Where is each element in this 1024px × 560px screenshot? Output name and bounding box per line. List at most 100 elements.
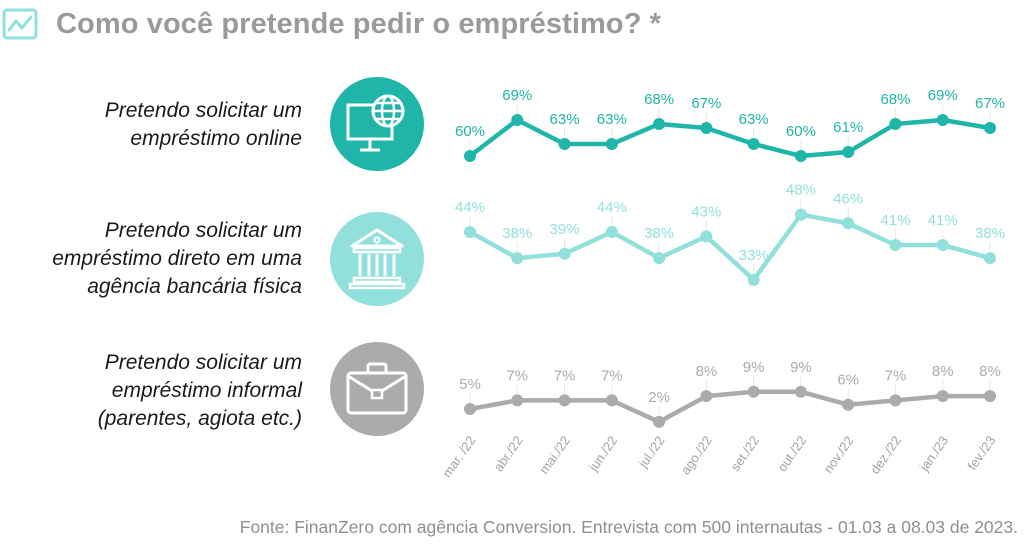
- data-label-informal: 2%: [648, 389, 670, 406]
- data-label-online: 61%: [833, 119, 863, 136]
- briefcase-icon: [346, 362, 408, 415]
- series-line-online: [468, 117, 991, 159]
- x-tick-label: mai./22: [536, 433, 573, 477]
- data-label-informal: 5%: [459, 376, 481, 393]
- data-label-agencia: 38%: [502, 225, 532, 242]
- data-label-informal: 6%: [837, 372, 859, 389]
- data-label-agencia: 48%: [786, 182, 816, 199]
- x-tick-label: jun./22: [585, 433, 620, 474]
- data-label-online: 63%: [739, 111, 769, 128]
- series-label-online: Pretendo solicitar um empréstimo online: [105, 97, 302, 153]
- data-label-agencia: 46%: [833, 190, 863, 207]
- data-label-agencia: 44%: [455, 199, 485, 216]
- data-point-informal: [511, 394, 524, 407]
- x-tick-label: jul./22: [635, 433, 668, 471]
- data-point-informal: [936, 390, 949, 403]
- data-point-informal: [794, 385, 807, 398]
- data-point-online: [653, 118, 666, 130]
- data-label-informal: 9%: [790, 359, 812, 376]
- data-point-agencia: [936, 239, 949, 252]
- data-label-online: 60%: [455, 123, 485, 140]
- data-point-online: [511, 114, 524, 126]
- data-point-informal: [653, 415, 666, 428]
- series-line-agencia: [468, 212, 991, 283]
- data-point-agencia: [889, 239, 902, 252]
- data-point-informal: [889, 394, 902, 407]
- data-point-agencia: [653, 252, 666, 265]
- data-label-online: 63%: [550, 111, 580, 128]
- data-point-online: [464, 150, 476, 162]
- label-line: empréstimo direto em uma: [52, 247, 302, 270]
- data-label-agencia: 38%: [644, 225, 674, 242]
- data-point-agencia: [558, 247, 571, 260]
- data-point-online: [889, 118, 902, 130]
- data-point-agencia: [464, 226, 476, 238]
- data-point-online: [747, 138, 760, 150]
- data-point-online: [794, 150, 807, 162]
- data-point-informal: [842, 398, 855, 411]
- label-line: agência bancária física: [87, 275, 302, 298]
- data-point-informal: [700, 390, 713, 403]
- data-point-informal: [558, 394, 571, 407]
- data-label-informal: 9%: [743, 359, 765, 376]
- label-line: Pretendo solicitar um: [104, 351, 302, 374]
- computer-globe-icon: [346, 94, 405, 152]
- x-tick-label: out./22: [774, 433, 809, 474]
- data-label-online: 68%: [880, 91, 910, 108]
- data-label-agencia: 33%: [739, 247, 769, 264]
- data-label-online: 67%: [975, 95, 1005, 112]
- data-label-agencia: 41%: [928, 212, 958, 229]
- x-tick-label: dez./22: [867, 433, 904, 477]
- x-tick-label: set./22: [727, 433, 762, 474]
- data-point-informal: [605, 394, 618, 407]
- series-label-informal: Pretendo solicitar um empréstimo informa…: [98, 349, 302, 433]
- series-line-informal: [469, 389, 990, 425]
- trend-chart-icon: [2, 8, 38, 40]
- x-tick-label: fev./23: [964, 433, 998, 473]
- data-label-informal: 8%: [696, 363, 718, 380]
- data-point-online: [936, 114, 949, 126]
- data-point-online: [700, 122, 713, 134]
- x-tick-label: abr./22: [491, 433, 526, 474]
- data-label-online: 60%: [786, 123, 816, 140]
- online-icon-badge: [330, 77, 424, 171]
- data-point-informal: [747, 385, 760, 398]
- data-point-online: [605, 138, 618, 150]
- data-label-online: 69%: [928, 87, 958, 104]
- data-label-informal: 7%: [601, 367, 623, 384]
- x-tick-label: ago./22: [678, 433, 715, 477]
- data-point-agencia: [700, 230, 713, 243]
- x-tick-label: mar. /22: [439, 433, 478, 480]
- data-point-agencia: [984, 252, 996, 265]
- data-label-online: 67%: [691, 95, 721, 112]
- data-point-agencia: [794, 208, 807, 221]
- data-label-agencia: 41%: [880, 212, 910, 229]
- data-label-informal: 8%: [979, 363, 1001, 380]
- data-label-online: 69%: [502, 87, 532, 104]
- bank-building-icon: [348, 228, 406, 290]
- data-label-informal: 7%: [554, 367, 576, 384]
- data-label-agencia: 43%: [691, 203, 721, 220]
- data-point-agencia: [605, 226, 618, 238]
- data-point-agencia: [842, 217, 855, 230]
- data-point-agencia: [747, 273, 760, 286]
- source-footer: Fonte: FinanZero com agência Conversion.…: [239, 517, 1018, 537]
- data-point-informal: [464, 403, 476, 415]
- data-label-agencia: 38%: [975, 225, 1005, 242]
- data-label-agencia: 44%: [597, 199, 627, 216]
- data-point-online: [842, 146, 855, 158]
- data-point-agencia: [511, 252, 524, 265]
- informal-icon-badge: [330, 342, 424, 436]
- line-chart: 60% 69% 63% 63% 68% 67% 63% 60% 61% 68% 69% 67% 44% 3…: [439, 87, 1005, 480]
- data-point-online: [558, 138, 571, 150]
- label-line: Pretendo solicitar um: [104, 219, 302, 242]
- data-label-informal: 7%: [885, 367, 907, 384]
- data-label-informal: 8%: [932, 363, 954, 380]
- label-line: empréstimo online: [130, 127, 302, 150]
- data-label-online: 68%: [644, 91, 674, 108]
- data-label-agencia: 39%: [550, 221, 580, 238]
- agencia-icon-badge: [330, 212, 424, 306]
- label-line: Pretendo solicitar um: [104, 99, 302, 122]
- chart-title: Como você pretende pedir o empréstimo? *: [56, 7, 662, 40]
- label-line: empréstimo informal: [111, 379, 302, 402]
